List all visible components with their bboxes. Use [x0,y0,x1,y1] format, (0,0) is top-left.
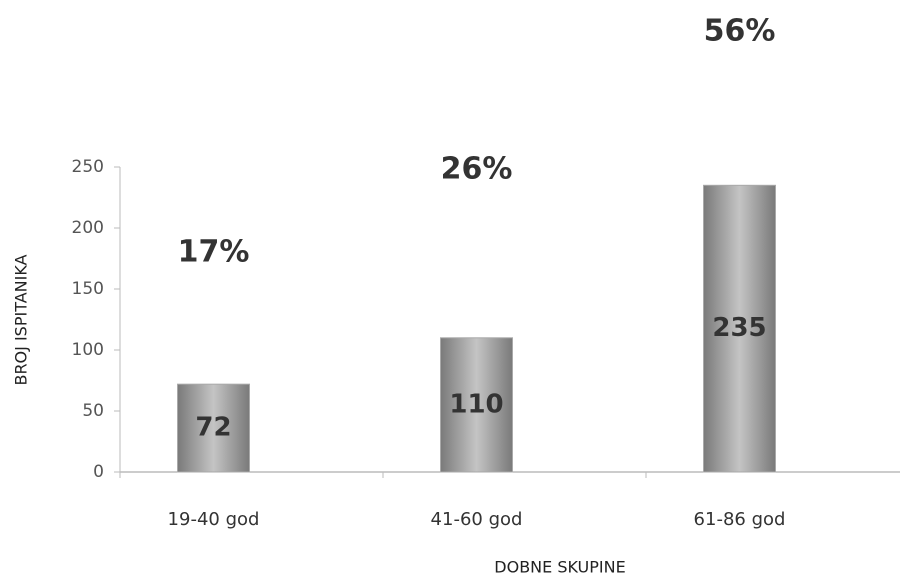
data-label: 110 [449,389,503,419]
y-tick-label: 0 [93,462,104,482]
y-tick-label: 200 [72,218,104,238]
bar [177,383,250,473]
y-tick-label: 100 [72,340,104,360]
y-tick-label: 50 [82,401,104,421]
y-tick-label: 250 [72,157,104,177]
x-tick-label: 61-86 god [694,509,786,530]
annotation: 17% [178,235,250,270]
x-tick-label: 19-40 god [168,509,260,530]
y-axis-label: BROJ ISPITANIKA [12,254,31,385]
annotation: 26% [441,152,513,187]
data-label: 235 [712,313,766,343]
bar [440,337,513,473]
bar [703,184,776,473]
x-tick-label: 41-60 god [431,509,523,530]
y-tick-label: 150 [72,279,104,299]
annotation: 56% [704,14,776,49]
x-axis-label: DOBNE SKUPINE [494,558,625,577]
data-label: 72 [195,413,231,443]
